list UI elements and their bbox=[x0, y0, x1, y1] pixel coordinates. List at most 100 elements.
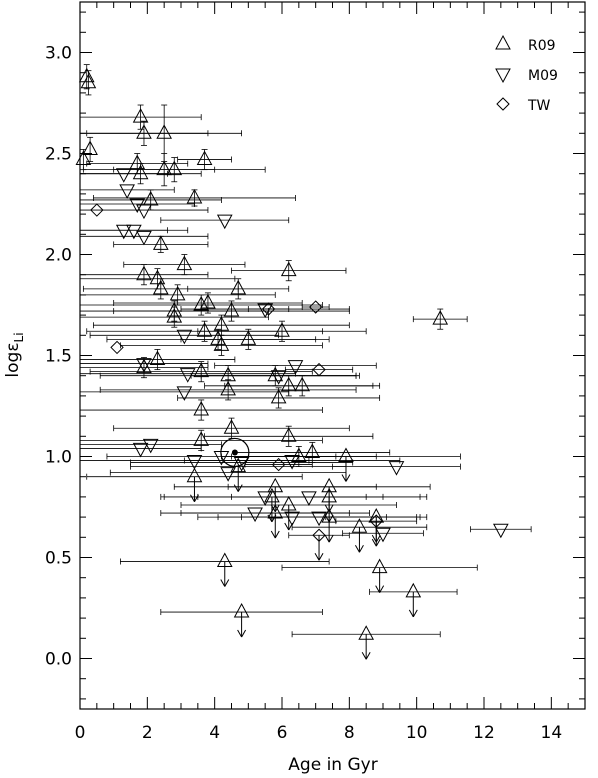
marker-triangle-up bbox=[132, 108, 149, 123]
data-point bbox=[99, 379, 357, 401]
data-point bbox=[214, 360, 377, 375]
data-point bbox=[113, 417, 350, 439]
data-point bbox=[78, 64, 95, 90]
x-axis-label: Age in Gyr bbox=[288, 755, 377, 775]
upper-limit-arrow-head bbox=[375, 585, 381, 593]
marker-triangle-down bbox=[388, 461, 405, 476]
sun-symbol-dot bbox=[231, 449, 238, 456]
data-point bbox=[234, 441, 391, 463]
upper-limit-arrow-head bbox=[318, 553, 324, 561]
marker-triangle-up bbox=[213, 336, 230, 351]
sun-symbol-circle bbox=[220, 437, 250, 468]
x-tick-label: 8 bbox=[344, 723, 355, 743]
data-point bbox=[177, 387, 381, 409]
marker-triangle-down bbox=[142, 438, 159, 454]
marker-triangle-down bbox=[301, 491, 317, 506]
data-point bbox=[79, 230, 209, 246]
marker-triangle-up bbox=[213, 316, 230, 331]
y-axis-label-main: logε bbox=[3, 342, 23, 377]
data-point bbox=[79, 368, 296, 383]
legend: R09 M09 TW bbox=[495, 34, 558, 114]
marker-triangle-up bbox=[230, 279, 247, 295]
legend-marker-triangle-down bbox=[495, 68, 511, 84]
marker-diamond bbox=[90, 203, 104, 217]
data-point bbox=[204, 425, 374, 447]
data-point bbox=[79, 268, 236, 290]
marker-triangle-up bbox=[156, 160, 173, 176]
marker-triangle-up bbox=[82, 140, 98, 155]
upper-limit-arrow-head bbox=[361, 652, 367, 660]
marker-triangle-down bbox=[176, 386, 193, 401]
legend-item-r09: R09 bbox=[495, 34, 556, 54]
data-point bbox=[217, 511, 421, 527]
series-r09 bbox=[75, 64, 478, 660]
data-point bbox=[470, 523, 532, 539]
marker-triangle-down bbox=[136, 204, 152, 220]
x-tick-label: 4 bbox=[209, 723, 220, 743]
marker-triangle-up bbox=[290, 447, 307, 462]
x-tick-label: 12 bbox=[473, 723, 495, 743]
marker-diamond bbox=[312, 362, 326, 377]
marker-triangle-up bbox=[280, 261, 297, 277]
upper-limit-arrow-head bbox=[241, 629, 247, 638]
data-point bbox=[75, 149, 92, 171]
data-point bbox=[120, 334, 323, 356]
marker-triangle-down bbox=[257, 303, 274, 319]
x-tick-label: 6 bbox=[277, 723, 288, 743]
marker-triangle-down bbox=[257, 491, 274, 506]
marker-triangle-down bbox=[132, 442, 149, 458]
marker-triangle-up bbox=[267, 366, 284, 382]
upper-limit-arrow-head bbox=[274, 530, 280, 539]
marker-triangle-up bbox=[132, 164, 149, 180]
y-tick-label: 3.0 bbox=[45, 44, 72, 64]
marker-triangle-up bbox=[405, 582, 422, 598]
upper-limit-arrow-head bbox=[354, 544, 360, 553]
upper-limit-arrow-head bbox=[358, 544, 364, 553]
data-point bbox=[79, 294, 323, 316]
data-point bbox=[79, 306, 269, 328]
upper-limit-arrow-head bbox=[190, 494, 195, 502]
marker-triangle-down bbox=[311, 511, 327, 527]
marker-triangle-up bbox=[321, 477, 337, 493]
upper-limit-arrow-head bbox=[324, 534, 330, 543]
upper-limit-arrow-head bbox=[365, 652, 371, 660]
x-tick-label: 10 bbox=[406, 723, 428, 743]
data-point bbox=[197, 491, 421, 506]
x-axis: 0 2 4 6 8 10 12 14 bbox=[75, 2, 586, 743]
marker-diamond bbox=[312, 528, 326, 542]
data-point bbox=[82, 157, 266, 183]
marker-triangle-down bbox=[186, 455, 203, 470]
data-point bbox=[89, 361, 313, 383]
data-point bbox=[200, 370, 357, 385]
marker-triangle-down bbox=[136, 230, 152, 246]
marker-triangle-up bbox=[358, 625, 375, 640]
legend-item-tw: TW bbox=[496, 97, 551, 114]
marker-triangle-down bbox=[115, 168, 132, 183]
marker-triangle-up bbox=[267, 477, 284, 493]
data-point bbox=[284, 362, 354, 377]
marker-triangle-up bbox=[196, 322, 213, 337]
data-point bbox=[332, 461, 461, 476]
marker-triangle-down bbox=[136, 358, 152, 373]
marker-triangle-up bbox=[78, 67, 95, 83]
marker-triangle-down bbox=[375, 527, 391, 543]
marker-diamond bbox=[271, 457, 286, 472]
marker-triangle-up bbox=[193, 295, 210, 311]
marker-triangle-up bbox=[166, 308, 183, 323]
marker-triangle-up bbox=[152, 235, 169, 250]
data-point bbox=[120, 552, 330, 587]
data-point bbox=[187, 278, 290, 300]
x-tick-label: 14 bbox=[541, 723, 563, 743]
series-m09 bbox=[79, 168, 532, 543]
data-point bbox=[110, 340, 124, 355]
marker-triangle-up bbox=[149, 269, 166, 285]
data-point bbox=[79, 184, 175, 199]
upper-limit-arrow-head bbox=[224, 579, 230, 587]
upper-limit-arrow-head bbox=[412, 609, 418, 618]
marker-triangle-up bbox=[240, 330, 257, 345]
marker-triangle-up bbox=[264, 487, 280, 503]
data-point bbox=[180, 495, 397, 531]
data-point bbox=[113, 235, 209, 253]
y-axis-label-subscript: Li bbox=[12, 332, 26, 342]
marker-triangle-down bbox=[176, 329, 193, 345]
